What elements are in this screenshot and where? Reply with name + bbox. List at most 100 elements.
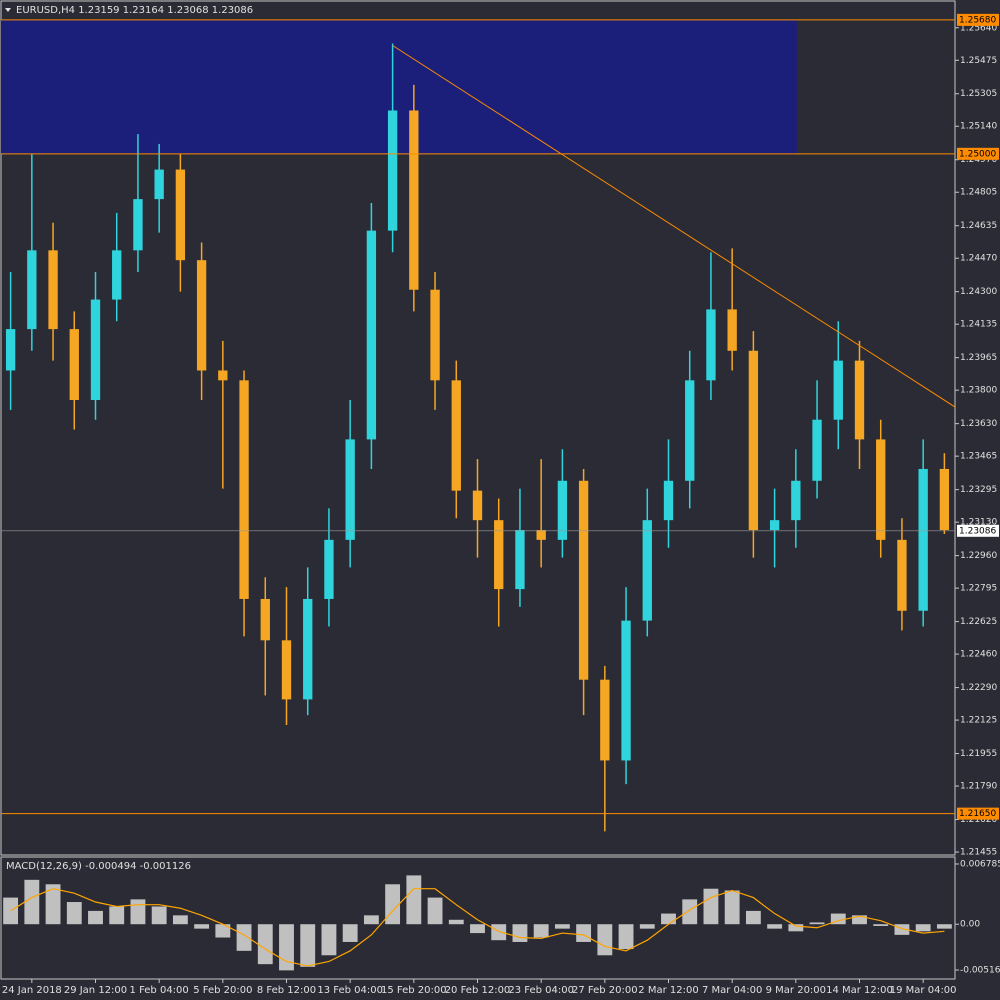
y-tick-label: 1.23295 [960, 485, 997, 495]
candle-body [685, 380, 695, 481]
macd-bar [724, 890, 740, 925]
y-tick-label: 1.24635 [960, 221, 997, 231]
macd-bar [130, 899, 146, 925]
candle-body [196, 260, 207, 371]
macd-bar [745, 910, 761, 925]
current-price-tag [957, 524, 999, 537]
candle-body [854, 360, 865, 440]
candle-body [239, 380, 249, 599]
candle-body [515, 530, 525, 590]
macd-bar [88, 910, 103, 925]
current-price-label: 1.23086 [959, 526, 996, 536]
y-tick-label: 1.23630 [960, 419, 997, 429]
candle-body [578, 480, 589, 680]
y-tick-label: 1.21455 [960, 848, 997, 858]
y-tick-label: 1.22795 [960, 584, 997, 594]
macd-bar [682, 899, 698, 925]
macd-bar [576, 924, 592, 942]
macd-bar [936, 924, 952, 929]
x-tick-label: 2 Mar 12:00 [638, 985, 698, 996]
x-tick-label: 20 Feb 12:00 [445, 985, 511, 996]
candle-body [897, 539, 907, 611]
x-tick-label: 9 Mar 20:00 [766, 985, 826, 996]
macd-bar [873, 924, 889, 926]
macd-bar [512, 924, 528, 942]
candle-body [494, 520, 504, 590]
macd-bar [257, 924, 273, 965]
y-tick-label: 1.25640 [960, 23, 997, 33]
level-tag [957, 13, 999, 26]
level-label: 1.21650 [959, 809, 996, 819]
y-tick-label: 1.22960 [960, 551, 997, 561]
macd-signal [10, 888, 945, 967]
macd-bar [491, 924, 507, 941]
macd-bar [597, 924, 613, 956]
macd-bar [448, 919, 464, 925]
y-tick-label: 1.24470 [960, 254, 997, 264]
candle-body [918, 468, 928, 611]
level-tag [957, 807, 999, 820]
candle-body [133, 199, 143, 251]
macd-bar [45, 884, 61, 925]
macd-bar [852, 915, 867, 925]
macd-bar [151, 906, 167, 925]
candle-body [387, 110, 398, 231]
macd-y-tick-label: 0.006785 [960, 859, 1000, 869]
level-tag [957, 147, 999, 160]
menu-arrow[interactable] [5, 8, 11, 12]
candle-body [303, 598, 313, 700]
macd-bar [470, 924, 485, 934]
y-tick-label: 1.21790 [960, 782, 997, 792]
candle-body [748, 350, 759, 531]
candle-body [281, 640, 292, 700]
macd-bar [533, 924, 549, 938]
candle-body [451, 380, 461, 491]
y-tick-label: 1.23800 [960, 386, 997, 396]
y-tick-label: 1.23965 [960, 353, 997, 363]
candle-body [90, 299, 101, 401]
supply-zone [1, 19, 797, 154]
y-tick-label: 1.24805 [960, 188, 997, 198]
candle-body [218, 370, 228, 381]
macd-bar [618, 924, 634, 950]
y-tick-label: 1.25140 [960, 122, 997, 132]
macd-bar [554, 924, 570, 929]
macd-bar [342, 924, 358, 942]
candle-body [430, 289, 440, 381]
x-tick-label: 27 Feb 20:00 [572, 985, 638, 996]
macd-bar [363, 915, 379, 925]
candle-body [642, 520, 652, 621]
macd-bar [767, 924, 783, 929]
x-tick-label: 23 Feb 04:00 [508, 985, 574, 996]
x-tick-label: 1 Feb 04:00 [130, 985, 189, 996]
y-tick-label: 1.23130 [960, 518, 997, 528]
candle-body [536, 530, 546, 540]
y-tick-label: 1.23465 [960, 452, 997, 462]
x-tick-label: 7 Mar 04:00 [702, 985, 762, 996]
price-plot [1, 19, 955, 832]
candle-body [324, 539, 334, 599]
x-tick-label: 5 Feb 20:00 [193, 985, 252, 996]
x-tick-label: 8 Feb 12:00 [257, 985, 316, 996]
macd-y-tick-label: -0.005162 [960, 966, 1000, 976]
macd-plot [3, 875, 952, 971]
x-tick-label: 13 Feb 04:00 [317, 985, 383, 996]
candle-body [27, 250, 37, 330]
candle-body [366, 230, 377, 440]
candle-body [876, 439, 886, 540]
macd-bar [385, 884, 401, 925]
macd-bar [172, 915, 188, 925]
candle-body [600, 679, 610, 761]
macd-bar [321, 924, 337, 956]
candle-body [621, 620, 631, 761]
candle-body [5, 329, 16, 371]
y-tick-label: 1.24970 [960, 155, 997, 165]
macd-bar [809, 922, 825, 925]
candle-body [706, 309, 716, 381]
level-label: 1.25000 [959, 149, 996, 159]
candle-body [154, 169, 164, 200]
macd-bar [894, 924, 910, 935]
macd-bar [703, 888, 719, 925]
